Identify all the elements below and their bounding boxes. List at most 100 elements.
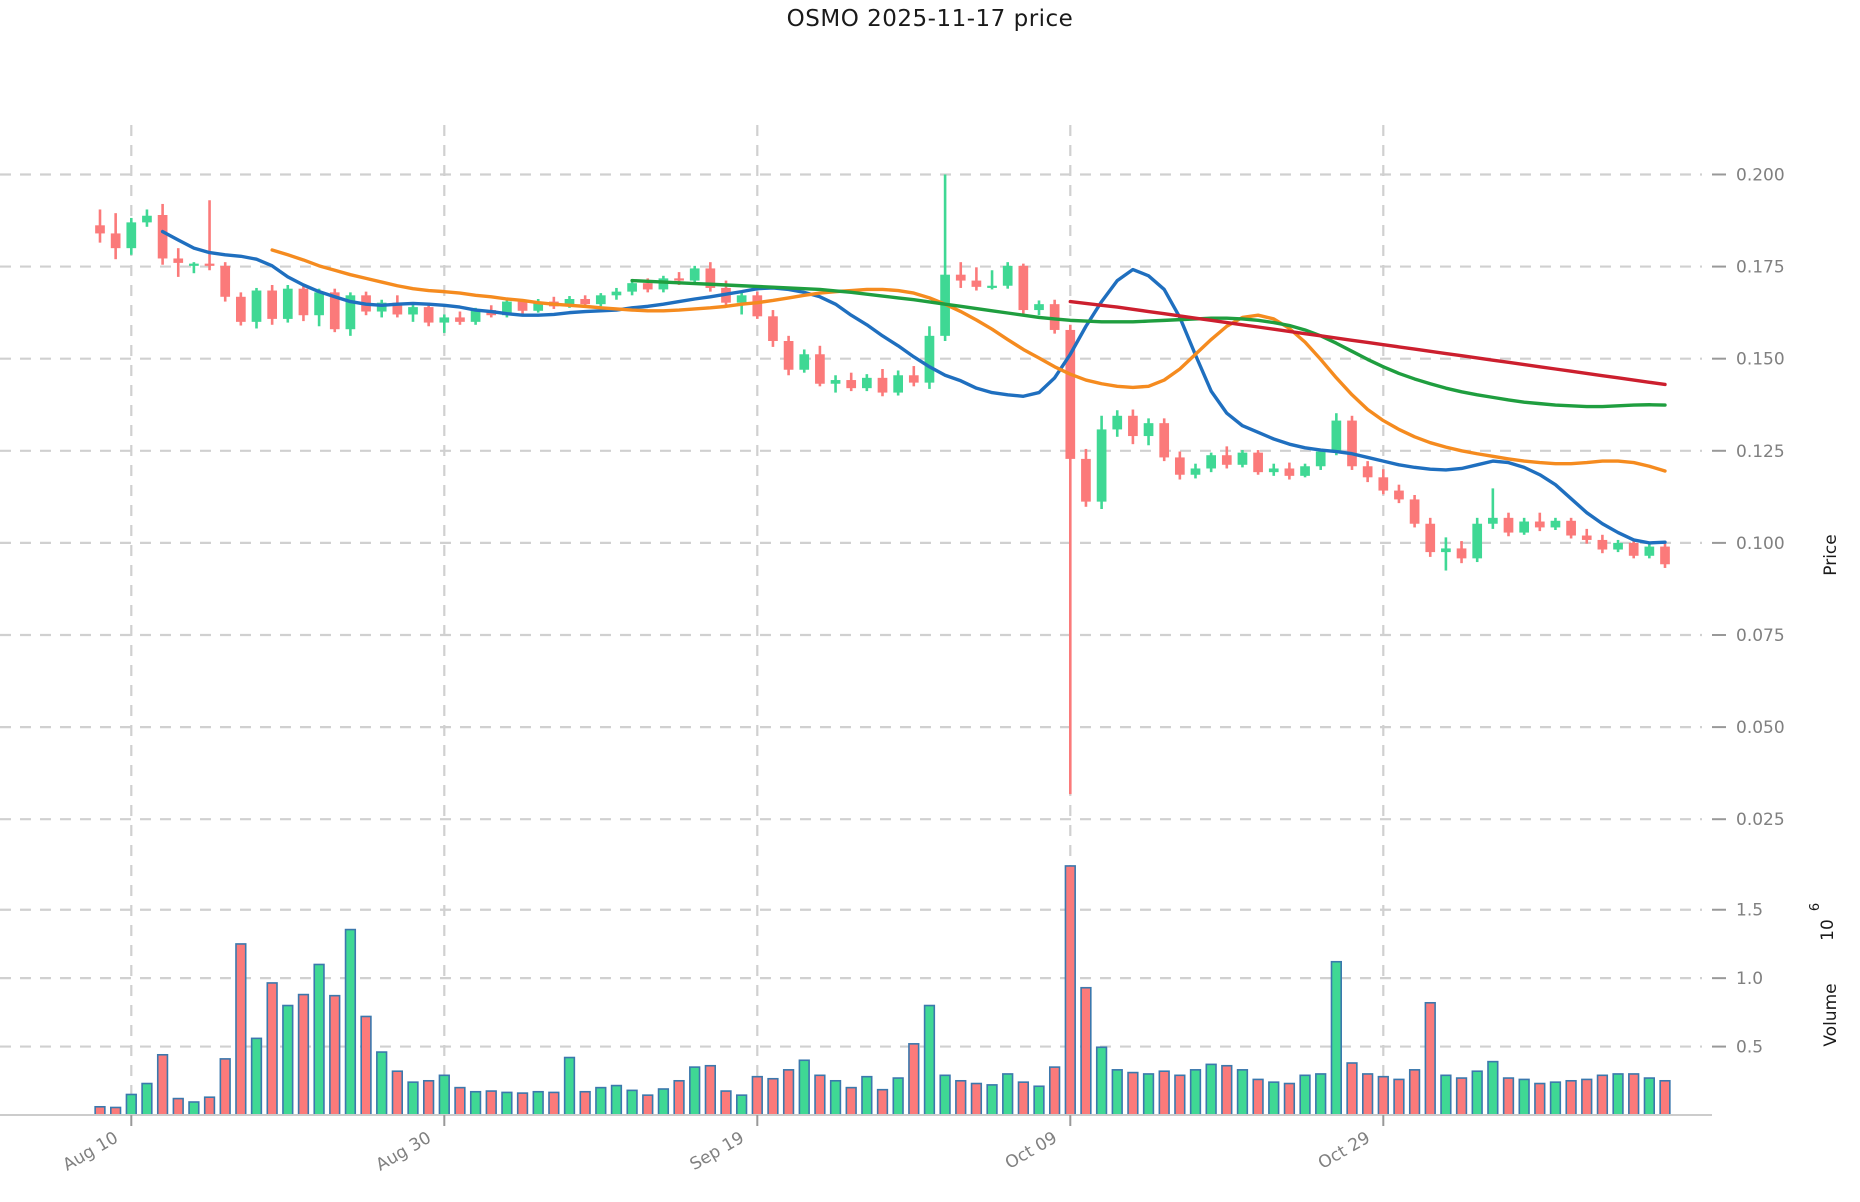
- volume-bar: [1299, 1074, 1311, 1116]
- candle-body: [815, 354, 825, 384]
- volume-exponent-superscript: 6: [1808, 903, 1823, 911]
- candle-body: [1487, 517, 1498, 524]
- volume-bar: [266, 982, 278, 1116]
- candle-body: [533, 301, 544, 311]
- candle-body: [1065, 329, 1076, 459]
- tick-label-price: 0.050: [1736, 718, 1785, 738]
- volume-bar: [344, 928, 357, 1116]
- candle-body: [1221, 455, 1232, 465]
- volume-bar: [1033, 1085, 1045, 1116]
- tick-label-date: Aug 10: [60, 1128, 122, 1175]
- volume-bar: [188, 1101, 200, 1116]
- volume-bar: [626, 1089, 638, 1116]
- candle-body: [298, 288, 309, 316]
- volume-bar: [1612, 1073, 1624, 1116]
- volume-bar: [548, 1091, 560, 1116]
- candle-body: [1112, 415, 1123, 430]
- candle-body: [282, 288, 293, 319]
- volume-bar: [970, 1082, 983, 1116]
- candle-body: [971, 280, 982, 287]
- candle-body: [595, 295, 606, 305]
- volume-bar: [109, 1106, 122, 1116]
- volume-exponent: 10: [1818, 919, 1838, 941]
- price-axis-title: Price: [1821, 534, 1841, 575]
- tick-label-date: Oct 29: [1315, 1128, 1374, 1174]
- volume-bar: [235, 943, 247, 1116]
- volume-bar: [94, 1105, 106, 1116]
- page-title: OSMO 2025-11-17 price: [786, 6, 1074, 32]
- volume-bar: [516, 1092, 529, 1116]
- volume-bar: [141, 1082, 153, 1116]
- volume-bar: [469, 1090, 482, 1116]
- candle-body: [705, 268, 716, 288]
- volume-bar: [876, 1088, 889, 1116]
- volume-bar: [1174, 1074, 1186, 1116]
- tick-label-price: 0.150: [1736, 350, 1785, 370]
- candle-body: [861, 377, 872, 389]
- volume-bar: [986, 1084, 998, 1116]
- candle-body: [1253, 452, 1263, 473]
- candle-body: [1049, 304, 1060, 330]
- candle-body: [627, 283, 637, 292]
- volume-bar: [1252, 1078, 1264, 1116]
- candle-body: [126, 222, 137, 249]
- candle-body: [830, 380, 841, 384]
- candle-body: [955, 274, 966, 281]
- candle-body: [1394, 490, 1404, 500]
- volume-bar: [1518, 1078, 1530, 1116]
- volume-bar: [1581, 1078, 1593, 1116]
- volume-bar: [1487, 1060, 1499, 1116]
- volume-bar: [1502, 1077, 1515, 1116]
- candle-body: [1284, 468, 1295, 476]
- candle-body: [1174, 457, 1185, 475]
- volume-bar: [532, 1090, 544, 1116]
- volume-bar: [923, 1004, 936, 1116]
- candle-body: [1143, 423, 1154, 437]
- candle-body: [1378, 477, 1389, 491]
- tick-label-price: 0.100: [1736, 534, 1785, 554]
- volume-bar: [1064, 865, 1076, 1116]
- candle-body: [642, 283, 653, 290]
- candle-body: [1300, 466, 1310, 476]
- tick-label-price: 0.125: [1736, 442, 1785, 462]
- volume-bar: [1440, 1074, 1452, 1116]
- volume-bar: [1236, 1069, 1249, 1116]
- candle-body: [1096, 429, 1107, 502]
- candle-body: [220, 265, 231, 297]
- volume-bar: [642, 1094, 654, 1116]
- candle-body: [924, 335, 935, 383]
- candle-body: [517, 301, 528, 311]
- candle-body: [455, 317, 465, 322]
- volume-bar: [657, 1088, 670, 1116]
- candle-body: [1409, 499, 1420, 524]
- volume-bar: [689, 1066, 701, 1116]
- candle-body: [674, 278, 684, 281]
- volume-bar: [313, 963, 325, 1116]
- candle-body: [564, 299, 575, 307]
- candle-body: [1566, 520, 1576, 536]
- volume-bar: [250, 1037, 263, 1116]
- candle-body: [1425, 523, 1436, 553]
- candle-body: [1018, 265, 1029, 311]
- volume-bar: [1080, 986, 1092, 1116]
- volume-bar: [751, 1075, 763, 1116]
- candle-body: [1597, 539, 1608, 550]
- candle-body: [1472, 523, 1483, 559]
- volume-bar: [735, 1094, 748, 1116]
- candle-body: [502, 301, 512, 316]
- tick-label-date: Sep 19: [687, 1128, 748, 1175]
- volume-bar: [704, 1064, 717, 1116]
- volume-bar: [1377, 1075, 1389, 1116]
- candle-body: [877, 377, 888, 393]
- volume-bar: [1596, 1074, 1609, 1116]
- volume-bar: [501, 1091, 513, 1116]
- volume-bar: [376, 1051, 388, 1116]
- candle-body: [1628, 542, 1639, 556]
- volume-bar: [172, 1097, 184, 1116]
- candle-body: [1128, 415, 1138, 437]
- candle-body: [267, 290, 278, 319]
- tick-label-volume: 1.0: [1736, 969, 1763, 989]
- volume-bar: [595, 1086, 607, 1116]
- volume-bar: [955, 1079, 967, 1116]
